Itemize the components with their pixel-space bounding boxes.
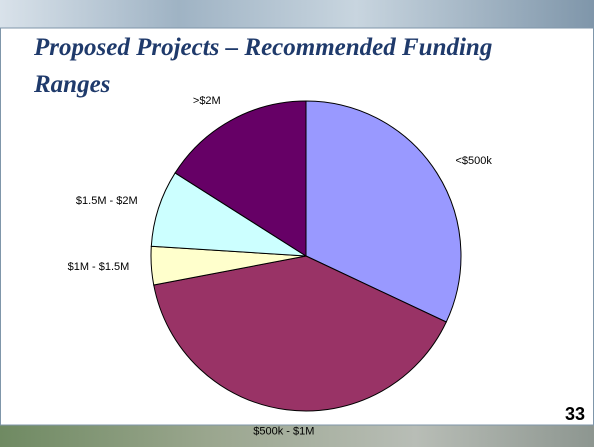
- page: {"chart_data": {"type": "pie", "title_li…: [0, 0, 594, 447]
- title-line: Proposed Projects – Recommended Funding: [33, 34, 492, 61]
- top-banner: [0, 0, 594, 28]
- slice-label: $500k - $1M: [253, 426, 314, 438]
- title-line: Ranges: [33, 71, 110, 98]
- slice-label: >$2M: [193, 95, 221, 107]
- slice-label: <$500k: [455, 155, 492, 167]
- page-number: 33: [565, 404, 585, 424]
- slice-label: $1M - $1.5M: [68, 261, 130, 273]
- slice-label: $1.5M - $2M: [76, 195, 138, 207]
- slide: Proposed Projects – Recommended Funding …: [0, 0, 594, 447]
